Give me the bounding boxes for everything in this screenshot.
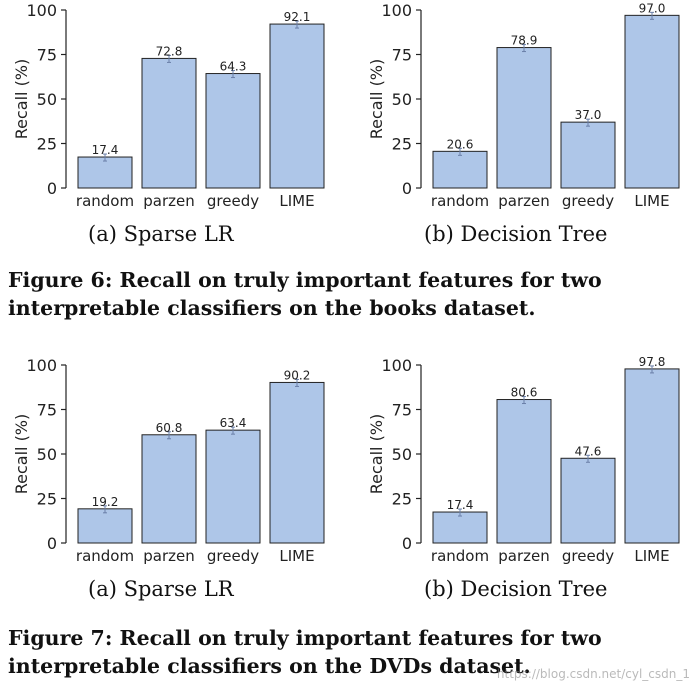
bar-random — [77, 156, 133, 189]
chart-svg: 0 25 50 75 100 Recall (%) 19.2 random 60.8 parzen… — [12, 356, 325, 565]
bar-LIME — [269, 381, 325, 544]
bar-greedy — [205, 73, 261, 189]
y-axis-label: Recall (%) — [367, 414, 386, 495]
data-label-random: 19.2 — [92, 495, 119, 509]
y-tick-label: 25 — [392, 135, 412, 154]
data-label-greedy: 63.4 — [220, 416, 247, 430]
y-tick-label: 100 — [381, 1, 412, 20]
y-tick-label: 50 — [37, 445, 57, 464]
figure-6-caption-line2: interpretable classifiers on the books d… — [8, 296, 536, 320]
bar-parzen — [141, 57, 197, 189]
bar-parzen — [496, 399, 552, 544]
subcaption-fig6-a: (a) Sparse LR — [88, 222, 234, 246]
x-tick-label-greedy: greedy — [207, 547, 259, 565]
subcaption-fig7-a: (a) Sparse LR — [88, 577, 234, 601]
bar-parzen — [141, 434, 197, 544]
data-label-parzen: 78.9 — [511, 34, 538, 48]
x-tick-label-parzen: parzen — [498, 192, 550, 210]
data-label-greedy: 47.6 — [575, 444, 602, 458]
data-label-random: 17.4 — [447, 498, 474, 512]
bar-LIME — [624, 14, 680, 189]
bar-greedy — [205, 429, 261, 544]
y-axis-label: Recall (%) — [367, 59, 386, 140]
subcaption-fig6-b: (b) Decision Tree — [424, 222, 608, 246]
y-tick-label: 25 — [37, 490, 57, 509]
data-label-random: 17.4 — [92, 143, 119, 157]
y-tick-label: 75 — [392, 46, 412, 65]
data-label-greedy: 37.0 — [575, 108, 602, 122]
chart-svg: 0 25 50 75 100 Recall (%) 17.4 random 72.8 parzen… — [12, 1, 325, 210]
y-tick-label: 100 — [26, 356, 57, 375]
figure-7-caption: Figure 7: Recall on truly important feat… — [8, 624, 698, 680]
y-tick-label: 100 — [381, 356, 412, 375]
x-tick-label-LIME: LIME — [279, 547, 314, 565]
x-tick-label-random: random — [431, 547, 489, 565]
y-axis-label: Recall (%) — [12, 414, 31, 495]
watermark: https://blog.csdn.net/cyl_csdn_1 — [496, 667, 690, 681]
data-label-random: 20.6 — [447, 137, 474, 151]
y-tick-label: 75 — [37, 46, 57, 65]
x-tick-label-parzen: parzen — [143, 192, 195, 210]
x-tick-label-greedy: greedy — [562, 192, 614, 210]
x-tick-label-random: random — [431, 192, 489, 210]
y-tick-label: 25 — [37, 135, 57, 154]
x-tick-label-random: random — [76, 192, 134, 210]
x-tick-label-greedy: greedy — [562, 547, 614, 565]
figure-6-caption: Figure 6: Recall on truly important feat… — [8, 266, 698, 322]
data-label-parzen: 72.8 — [156, 44, 183, 58]
bar-parzen — [496, 47, 552, 189]
x-tick-label-LIME: LIME — [634, 192, 669, 210]
data-label-LIME: 92.1 — [284, 10, 311, 24]
y-tick-label: 25 — [392, 490, 412, 509]
y-tick-label: 75 — [37, 401, 57, 420]
data-label-LIME: 90.2 — [284, 368, 311, 382]
figure-7-caption-line1: Figure 7: Recall on truly important feat… — [8, 626, 602, 650]
chart-svg: 0 25 50 75 100 Recall (%) 20.6 random 78.9 parzen… — [367, 1, 680, 210]
x-tick-label-LIME: LIME — [634, 547, 669, 565]
y-tick-label: 0 — [47, 534, 57, 553]
chart-fig6-sparse-lr: 0 25 50 75 100 Recall (%) 17.4 random 72.8 parzen… — [0, 0, 340, 215]
bar-LIME — [269, 23, 325, 189]
x-tick-label-greedy: greedy — [207, 192, 259, 210]
data-label-parzen: 80.6 — [511, 386, 538, 400]
y-tick-label: 50 — [37, 90, 57, 109]
bar-greedy — [560, 121, 616, 189]
y-tick-label: 0 — [402, 179, 412, 198]
data-label-parzen: 60.8 — [156, 421, 183, 435]
figure-6-caption-line1: Figure 6: Recall on truly important feat… — [8, 268, 602, 292]
data-label-LIME: 97.8 — [639, 355, 666, 369]
chart-fig7-sparse-lr: 0 25 50 75 100 Recall (%) 19.2 random 60.8 parzen… — [0, 355, 340, 570]
bar-random — [432, 150, 488, 189]
data-label-LIME: 97.0 — [639, 1, 666, 15]
bar-random — [77, 508, 133, 544]
figure-7-caption-line2: interpretable classifiers on the DVDs da… — [8, 654, 531, 678]
chart-fig7-decision-tree: 0 25 50 75 100 Recall (%) 17.4 random 80.6 parzen… — [355, 355, 700, 570]
bar-greedy — [560, 457, 616, 544]
y-tick-label: 50 — [392, 445, 412, 464]
x-tick-label-parzen: parzen — [143, 547, 195, 565]
chart-svg: 0 25 50 75 100 Recall (%) 17.4 random 80.6 parzen… — [367, 355, 680, 565]
bar-random — [432, 511, 488, 544]
x-tick-label-random: random — [76, 547, 134, 565]
y-tick-label: 0 — [47, 179, 57, 198]
x-tick-label-parzen: parzen — [498, 547, 550, 565]
data-label-greedy: 64.3 — [220, 60, 247, 74]
y-tick-label: 100 — [26, 1, 57, 20]
y-tick-label: 75 — [392, 401, 412, 420]
y-axis-label: Recall (%) — [12, 59, 31, 140]
y-tick-label: 0 — [402, 534, 412, 553]
x-tick-label-LIME: LIME — [279, 192, 314, 210]
subcaption-fig7-b: (b) Decision Tree — [424, 577, 608, 601]
bar-LIME — [624, 368, 680, 544]
chart-fig6-decision-tree: 0 25 50 75 100 Recall (%) 20.6 random 78.9 parzen… — [355, 0, 700, 215]
y-tick-label: 50 — [392, 90, 412, 109]
